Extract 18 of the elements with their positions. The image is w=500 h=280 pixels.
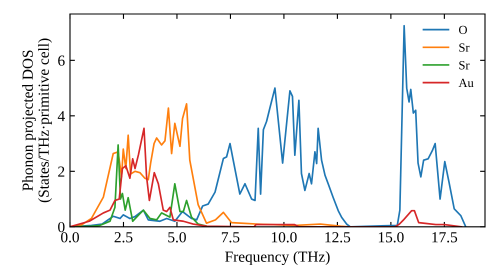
y-tick-label: 2 bbox=[58, 166, 64, 177]
legend-label: Au bbox=[458, 78, 474, 88]
legend-label: Sr bbox=[459, 61, 470, 70]
x-tick-label: 7.5 bbox=[222, 232, 240, 242]
x-tick-label: 15.0 bbox=[378, 232, 404, 242]
x-tick-label: 12.5 bbox=[325, 232, 350, 242]
legend-label: O bbox=[458, 26, 467, 34]
x-tick-label: 5.0 bbox=[168, 232, 186, 242]
y-axis-title: Phonon projected DOS (States/THz·primitive cell) bbox=[22, 38, 52, 202]
x-axis-title: Frequency (THz) bbox=[225, 251, 330, 265]
y-tick-label: 4 bbox=[58, 111, 65, 122]
y-tick-label: 0 bbox=[58, 222, 65, 232]
x-tick-label: 17.5 bbox=[432, 232, 458, 242]
x-tick-label: 0.0 bbox=[61, 232, 79, 242]
legend-label: Sr bbox=[459, 43, 470, 52]
x-tick-label: 10.0 bbox=[272, 232, 297, 242]
x-tick-label: 2.5 bbox=[114, 232, 132, 242]
y-tick-label: 6 bbox=[58, 56, 65, 66]
